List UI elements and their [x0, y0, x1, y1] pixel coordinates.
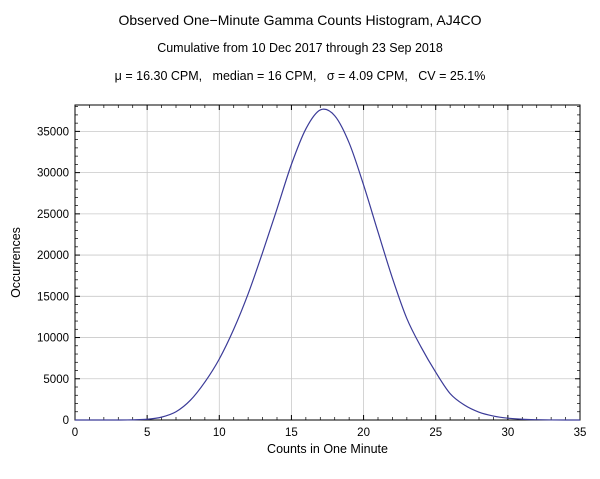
svg-text:25: 25: [429, 427, 442, 439]
svg-text:30000: 30000: [37, 168, 69, 180]
chart-stats-line: μ = 16.30 CPM, median = 16 CPM, σ = 4.09…: [114, 69, 486, 83]
chart-subtitle: Cumulative from 10 Dec 2017 through 23 S…: [157, 41, 443, 55]
svg-text:15: 15: [285, 427, 298, 439]
svg-text:0: 0: [72, 427, 78, 439]
svg-text:25000: 25000: [37, 209, 69, 221]
svg-text:5: 5: [144, 427, 150, 439]
svg-text:15000: 15000: [37, 291, 69, 303]
svg-text:35: 35: [574, 427, 587, 439]
svg-text:20000: 20000: [37, 250, 69, 262]
svg-text:Counts in One Minute: Counts in One Minute: [267, 442, 388, 456]
svg-text:10000: 10000: [37, 333, 69, 345]
svg-text:35000: 35000: [37, 126, 69, 138]
svg-text:Occurrences: Occurrences: [9, 227, 23, 298]
svg-text:5000: 5000: [43, 374, 69, 386]
svg-text:0: 0: [63, 415, 69, 427]
chart-title: Observed One−Minute Gamma Counts Histogr…: [118, 12, 482, 28]
svg-text:30: 30: [501, 427, 514, 439]
svg-text:20: 20: [357, 427, 370, 439]
svg-text:10: 10: [213, 427, 226, 439]
